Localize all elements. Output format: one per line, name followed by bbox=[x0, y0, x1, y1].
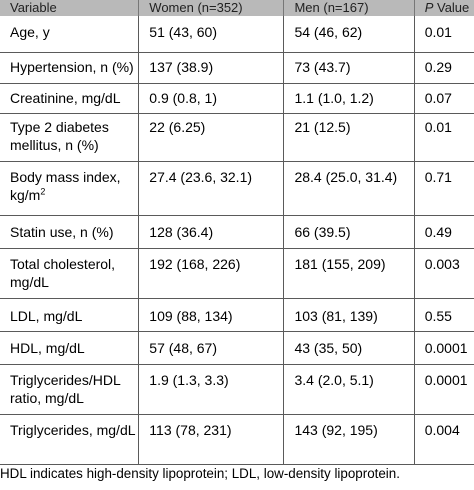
cell-p: 0.49 bbox=[413, 215, 474, 249]
table-row: Statin use, n (%) 128 (36.4) 66 (39.5) 0… bbox=[0, 215, 474, 249]
cell-women: 113 (78, 231) bbox=[138, 414, 284, 465]
table-row: LDL, mg/dL 109 (88, 134) 103 (81, 139) 0… bbox=[0, 298, 474, 332]
cell-variable: Creatinine, mg/dL bbox=[0, 83, 139, 114]
table-row: HDL, mg/dL 57 (48, 67) 43 (35, 50) 0.000… bbox=[0, 331, 474, 365]
cell-men: 28.4 (25.0, 31.4) bbox=[283, 161, 415, 216]
header-p-italic: P bbox=[424, 0, 434, 15]
cell-variable: Body mass index, kg/m2 bbox=[0, 161, 139, 216]
cell-variable: LDL, mg/dL bbox=[0, 298, 139, 332]
cell-p: 0.29 bbox=[413, 52, 474, 84]
header-p-value: P Value bbox=[413, 0, 474, 16]
cell-variable: Statin use, n (%) bbox=[0, 215, 139, 249]
cell-men: 181 (155, 209) bbox=[283, 248, 415, 299]
cell-men: 3.4 (2.0, 5.1) bbox=[283, 364, 415, 415]
cell-men: 43 (35, 50) bbox=[283, 331, 415, 365]
cell-women: 0.9 (0.8, 1) bbox=[138, 83, 284, 114]
variable-label: Total cholesterol, mg/dL bbox=[10, 255, 116, 290]
variable-label: Type 2 diabetes mellitus, n (%) bbox=[10, 118, 109, 153]
cell-p: 0.004 bbox=[413, 414, 474, 465]
cell-men: 54 (46, 62) bbox=[283, 16, 415, 53]
cell-variable: Triglycerides/HDL ratio, mg/dL bbox=[0, 364, 139, 415]
cell-men: 73 (43.7) bbox=[283, 52, 415, 84]
variable-label: LDL, mg/dL bbox=[10, 307, 83, 324]
cell-men: 66 (39.5) bbox=[283, 215, 415, 249]
table-row: Triglycerides, mg/dL 113 (78, 231) 143 (… bbox=[0, 414, 474, 465]
cell-women: 57 (48, 67) bbox=[138, 331, 284, 365]
superscript-2: 2 bbox=[40, 185, 46, 196]
table-row: Age, y 51 (43, 60) 54 (46, 62) 0.01 bbox=[0, 16, 474, 53]
table-footnote: HDL indicates high-density lipoprotein; … bbox=[0, 466, 400, 481]
cell-men: 21 (12.5) bbox=[283, 113, 415, 162]
cell-women: 22 (6.25) bbox=[138, 113, 284, 162]
cell-p: 0.003 bbox=[413, 248, 474, 299]
cell-variable: Hypertension, n (%) bbox=[0, 52, 139, 84]
cell-women: 192 (168, 226) bbox=[138, 248, 284, 299]
cell-p: 0.55 bbox=[413, 298, 474, 332]
table-row: Type 2 diabetes mellitus, n (%) 22 (6.25… bbox=[0, 113, 474, 162]
table-row: Body mass index, kg/m2 27.4 (23.6, 32.1)… bbox=[0, 161, 474, 216]
variable-label: Age, y bbox=[10, 24, 50, 40]
variable-label: Creatinine, mg/dL bbox=[10, 89, 121, 106]
variable-label: Triglycerides, mg/dL bbox=[10, 421, 136, 438]
cell-variable: Type 2 diabetes mellitus, n (%) bbox=[0, 113, 139, 162]
table-row: Triglycerides/HDL ratio, mg/dL 1.9 (1.3,… bbox=[0, 364, 474, 415]
cell-p: 0.01 bbox=[413, 113, 474, 162]
cell-women: 1.9 (1.3, 3.3) bbox=[138, 364, 284, 415]
variable-label: Statin use, n (%) bbox=[10, 223, 114, 240]
header-men: Men (n=167) bbox=[283, 0, 415, 16]
cell-men: 103 (81, 139) bbox=[283, 298, 415, 332]
cell-p: 0.0001 bbox=[413, 364, 474, 415]
cell-variable: Total cholesterol, mg/dL bbox=[0, 248, 139, 299]
header-row: Variable Women (n=352) Men (n=167) P Val… bbox=[0, 0, 474, 16]
table-row: Total cholesterol, mg/dL 192 (168, 226) … bbox=[0, 248, 474, 299]
cell-variable: Age, y bbox=[0, 16, 139, 53]
cell-women: 51 (43, 60) bbox=[138, 16, 284, 53]
table-row: Creatinine, mg/dL 0.9 (0.8, 1) 1.1 (1.0,… bbox=[0, 83, 474, 114]
cell-women: 137 (38.9) bbox=[138, 52, 284, 84]
data-table: Variable Women (n=352) Men (n=167) P Val… bbox=[0, 0, 474, 465]
cell-variable: HDL, mg/dL bbox=[0, 331, 139, 365]
variable-label: HDL, mg/dL bbox=[10, 339, 85, 356]
header-variable: Variable bbox=[0, 0, 139, 16]
cell-p: 0.71 bbox=[413, 161, 474, 216]
variable-label: Hypertension, n (%) bbox=[10, 58, 134, 75]
cell-p: 0.0001 bbox=[413, 331, 474, 365]
table-row: Hypertension, n (%) 137 (38.9) 73 (43.7)… bbox=[0, 52, 474, 84]
cell-p: 0.01 bbox=[413, 16, 474, 53]
variable-label: Body mass index, kg/m bbox=[10, 168, 121, 203]
cell-men: 1.1 (1.0, 1.2) bbox=[283, 83, 415, 114]
header-women: Women (n=352) bbox=[138, 0, 284, 16]
cell-variable: Triglycerides, mg/dL bbox=[0, 414, 139, 465]
cell-women: 109 (88, 134) bbox=[138, 298, 284, 332]
cell-women: 27.4 (23.6, 32.1) bbox=[138, 161, 284, 216]
variable-label: Triglycerides/HDL ratio, mg/dL bbox=[10, 371, 121, 406]
header-p-rest: Value bbox=[433, 0, 470, 15]
cell-women: 128 (36.4) bbox=[138, 215, 284, 249]
cell-p: 0.07 bbox=[413, 83, 474, 114]
cell-men: 143 (92, 195) bbox=[283, 414, 415, 465]
